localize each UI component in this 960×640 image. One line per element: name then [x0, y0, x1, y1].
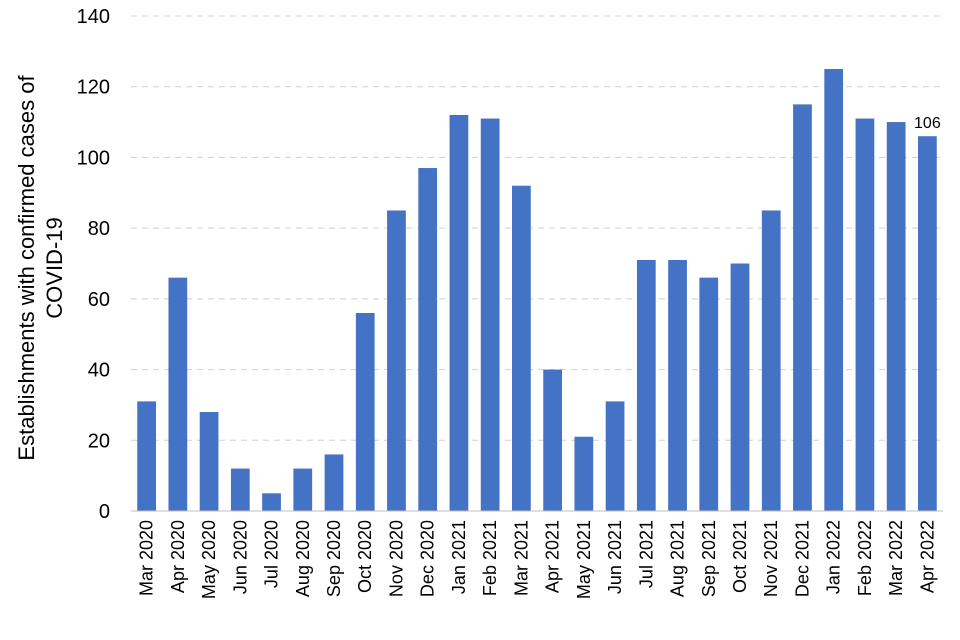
x-tick-label: Aug 2021 [668, 520, 688, 597]
bar [668, 259, 687, 511]
data-label: 106 [914, 115, 941, 132]
y-tick-label: 60 [88, 289, 110, 311]
bar [387, 210, 406, 511]
x-tick-label: Apr 2020 [168, 520, 188, 593]
bar [355, 313, 375, 511]
x-tick-label: Sep 2021 [699, 520, 719, 597]
bar [262, 493, 281, 511]
bar [168, 277, 188, 511]
x-tick-label: Jul 2020 [262, 520, 282, 588]
bar [761, 210, 781, 511]
x-tick-label: Feb 2021 [480, 520, 500, 596]
x-tick-label: Oct 2021 [730, 520, 750, 593]
x-tick-label: Mar 2020 [137, 520, 157, 596]
bar [137, 401, 156, 511]
x-tick-label: Jun 2021 [605, 520, 625, 594]
y-axis-title-line-2: COVID-19 [42, 217, 67, 318]
x-tick-label: Nov 2021 [761, 520, 781, 597]
x-tick-label: May 2020 [199, 520, 219, 599]
bar [605, 401, 625, 511]
y-tick-label: 100 [77, 147, 110, 169]
bar [855, 118, 875, 512]
x-tick-label: Apr 2022 [917, 520, 937, 593]
y-axis-title-line-1: Establishments with confirmed cases of [14, 75, 39, 461]
bar [230, 468, 250, 511]
bar [574, 436, 594, 511]
bar [730, 263, 750, 511]
x-tick-label: Feb 2022 [855, 520, 875, 596]
x-tick-label: Aug 2020 [293, 520, 313, 597]
x-tick-label: Dec 2020 [418, 520, 438, 597]
x-tick-label: Mar 2021 [511, 520, 531, 596]
x-tick-label: Jul 2021 [636, 520, 656, 588]
bars [137, 69, 937, 512]
bar [636, 259, 656, 511]
x-tick-label: Jan 2021 [449, 520, 469, 594]
x-tick-label: Jan 2022 [824, 520, 844, 594]
x-tick-labels: Mar 2020 Apr 2020 May 2020 Jun 2020 Jul 2020… [137, 520, 938, 599]
x-tick-label: Apr 2021 [543, 520, 563, 593]
gridlines [131, 15, 943, 441]
bar [699, 277, 719, 511]
data-labels: 106 [914, 115, 941, 132]
y-axis-title-2: COVID-19 [42, 217, 67, 318]
bar [543, 369, 562, 511]
y-axis-title: Establishments with confirmed cases of [14, 75, 39, 461]
bar [918, 136, 937, 511]
x-tick-label: Sep 2020 [324, 520, 344, 597]
x-tick-label: Mar 2022 [886, 520, 906, 596]
y-tick-label: 0 [99, 501, 110, 523]
y-tick-label: 120 [77, 77, 110, 99]
y-tick-label: 80 [88, 218, 110, 240]
bar [824, 69, 844, 512]
y-tick-label: 140 [77, 6, 110, 28]
y-tick-label: 20 [88, 430, 110, 452]
bar [418, 168, 438, 512]
bar [324, 454, 344, 511]
x-tick-label: Nov 2020 [386, 520, 406, 597]
x-tick-label: Oct 2020 [355, 520, 375, 593]
bar [793, 104, 812, 512]
x-tick-label: Dec 2021 [792, 520, 812, 597]
bar [199, 412, 219, 511]
bar [293, 468, 313, 511]
x-tick-label: May 2021 [574, 520, 594, 599]
bar [449, 115, 469, 511]
bar [480, 118, 500, 512]
y-tick-label: 40 [88, 360, 110, 382]
x-tick-label: Jun 2020 [230, 520, 250, 594]
y-tick-labels: 0 20 40 60 80 100 120 140 [77, 6, 110, 523]
bar [886, 122, 906, 512]
bar [512, 185, 531, 511]
